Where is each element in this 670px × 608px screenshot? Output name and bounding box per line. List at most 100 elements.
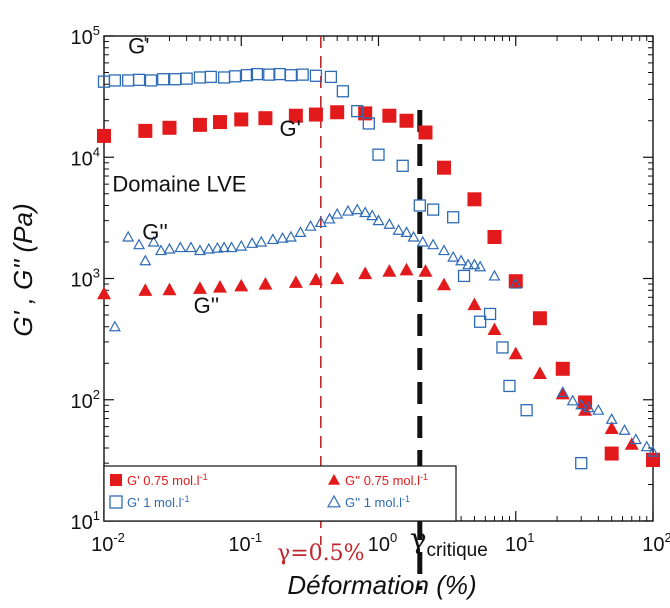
data-point (351, 104, 364, 118)
data-point (163, 242, 176, 254)
legend-label: G'' 0.75 mol.l-1 (345, 472, 428, 488)
data-point (204, 70, 217, 84)
data-point (138, 123, 153, 138)
y-tick-label: 103 (71, 266, 100, 292)
legend-marker (109, 495, 123, 509)
legend: G' 0.75 mol.l-1 G'' 0.75 mol.l-1 G' 1 mol.… (103, 465, 457, 522)
data-point (427, 238, 440, 250)
data-point (211, 241, 224, 253)
data-point (255, 235, 268, 247)
data-point (192, 117, 207, 132)
data-point (566, 394, 579, 406)
data-point (193, 71, 207, 84)
data-point (157, 73, 170, 86)
data-point (362, 117, 375, 130)
data-point (234, 278, 249, 292)
data-point (509, 277, 522, 289)
data-point (468, 258, 481, 270)
x-axis-label: Déformation (%) (287, 570, 476, 600)
data-point (467, 192, 482, 207)
plot-frame (103, 35, 654, 522)
data-point (578, 395, 593, 410)
data-point (133, 238, 146, 250)
data-point (629, 433, 642, 445)
data-point (488, 269, 501, 281)
data-point (288, 108, 303, 123)
data-point (399, 262, 414, 276)
data-point (640, 440, 653, 452)
data-point (122, 230, 135, 242)
data-point (555, 361, 570, 376)
data-point (169, 73, 182, 86)
data-point (154, 244, 167, 256)
legend-marker (326, 494, 342, 508)
data-point (240, 69, 254, 82)
series-3 (108, 203, 660, 457)
data-point (294, 226, 307, 237)
legend-marker (328, 474, 340, 485)
data-point (246, 237, 259, 248)
data-point (225, 241, 238, 253)
data-point (532, 311, 547, 326)
data-point (162, 282, 177, 296)
y-axis-label: G' , G'' (Pa) (8, 203, 38, 336)
data-point (508, 346, 523, 360)
data-point (605, 413, 618, 424)
data-point (496, 341, 509, 354)
data-point (555, 386, 570, 400)
annotation-label: G' (128, 33, 149, 58)
data-point (180, 72, 193, 85)
data-point (331, 207, 344, 219)
y-tick-label: 105 (71, 23, 100, 49)
data-point (336, 85, 350, 98)
y-tick-label: 101 (71, 508, 100, 534)
data-point (520, 404, 533, 417)
legend-box (103, 465, 457, 522)
data-point (284, 69, 298, 82)
data-point (383, 218, 396, 229)
data-point (132, 73, 146, 86)
data-point (351, 203, 364, 215)
data-point (372, 214, 385, 226)
series-2 (97, 262, 660, 468)
data-point (372, 148, 385, 161)
data-point (437, 244, 451, 256)
data-point (288, 275, 303, 288)
data-point (400, 226, 413, 237)
data-point (235, 239, 248, 251)
data-point (366, 209, 379, 221)
data-point (359, 206, 372, 218)
x-tick-label: 100 (368, 530, 397, 556)
data-point (304, 219, 317, 231)
y-tick-label: 102 (71, 387, 100, 413)
data-point (508, 274, 523, 289)
x-tick-label: 102 (642, 530, 670, 556)
data-point (202, 242, 215, 254)
data-point (217, 71, 231, 84)
data-point (413, 199, 426, 212)
data-point (192, 281, 207, 294)
legend-label: G' 1 mol.l-1 (127, 494, 190, 510)
data-point (212, 115, 227, 130)
annotation-label: G'' (194, 293, 220, 318)
data-point (462, 258, 475, 270)
data-point (308, 107, 323, 122)
data-point (144, 74, 158, 87)
data-point (426, 203, 440, 216)
data-point (122, 74, 135, 87)
data-point (418, 264, 433, 277)
data-point (556, 386, 569, 397)
data-point (324, 70, 338, 84)
data-point (604, 446, 619, 461)
data-point (418, 125, 433, 140)
data-point (250, 67, 264, 81)
data-point (308, 272, 323, 286)
series-1 (97, 67, 588, 470)
data-point (467, 297, 482, 311)
data-point (263, 68, 276, 81)
data-point (396, 159, 409, 172)
data-point (455, 254, 468, 266)
data-point (212, 280, 227, 293)
lve-limit-label: γ=0.5% (277, 541, 364, 566)
